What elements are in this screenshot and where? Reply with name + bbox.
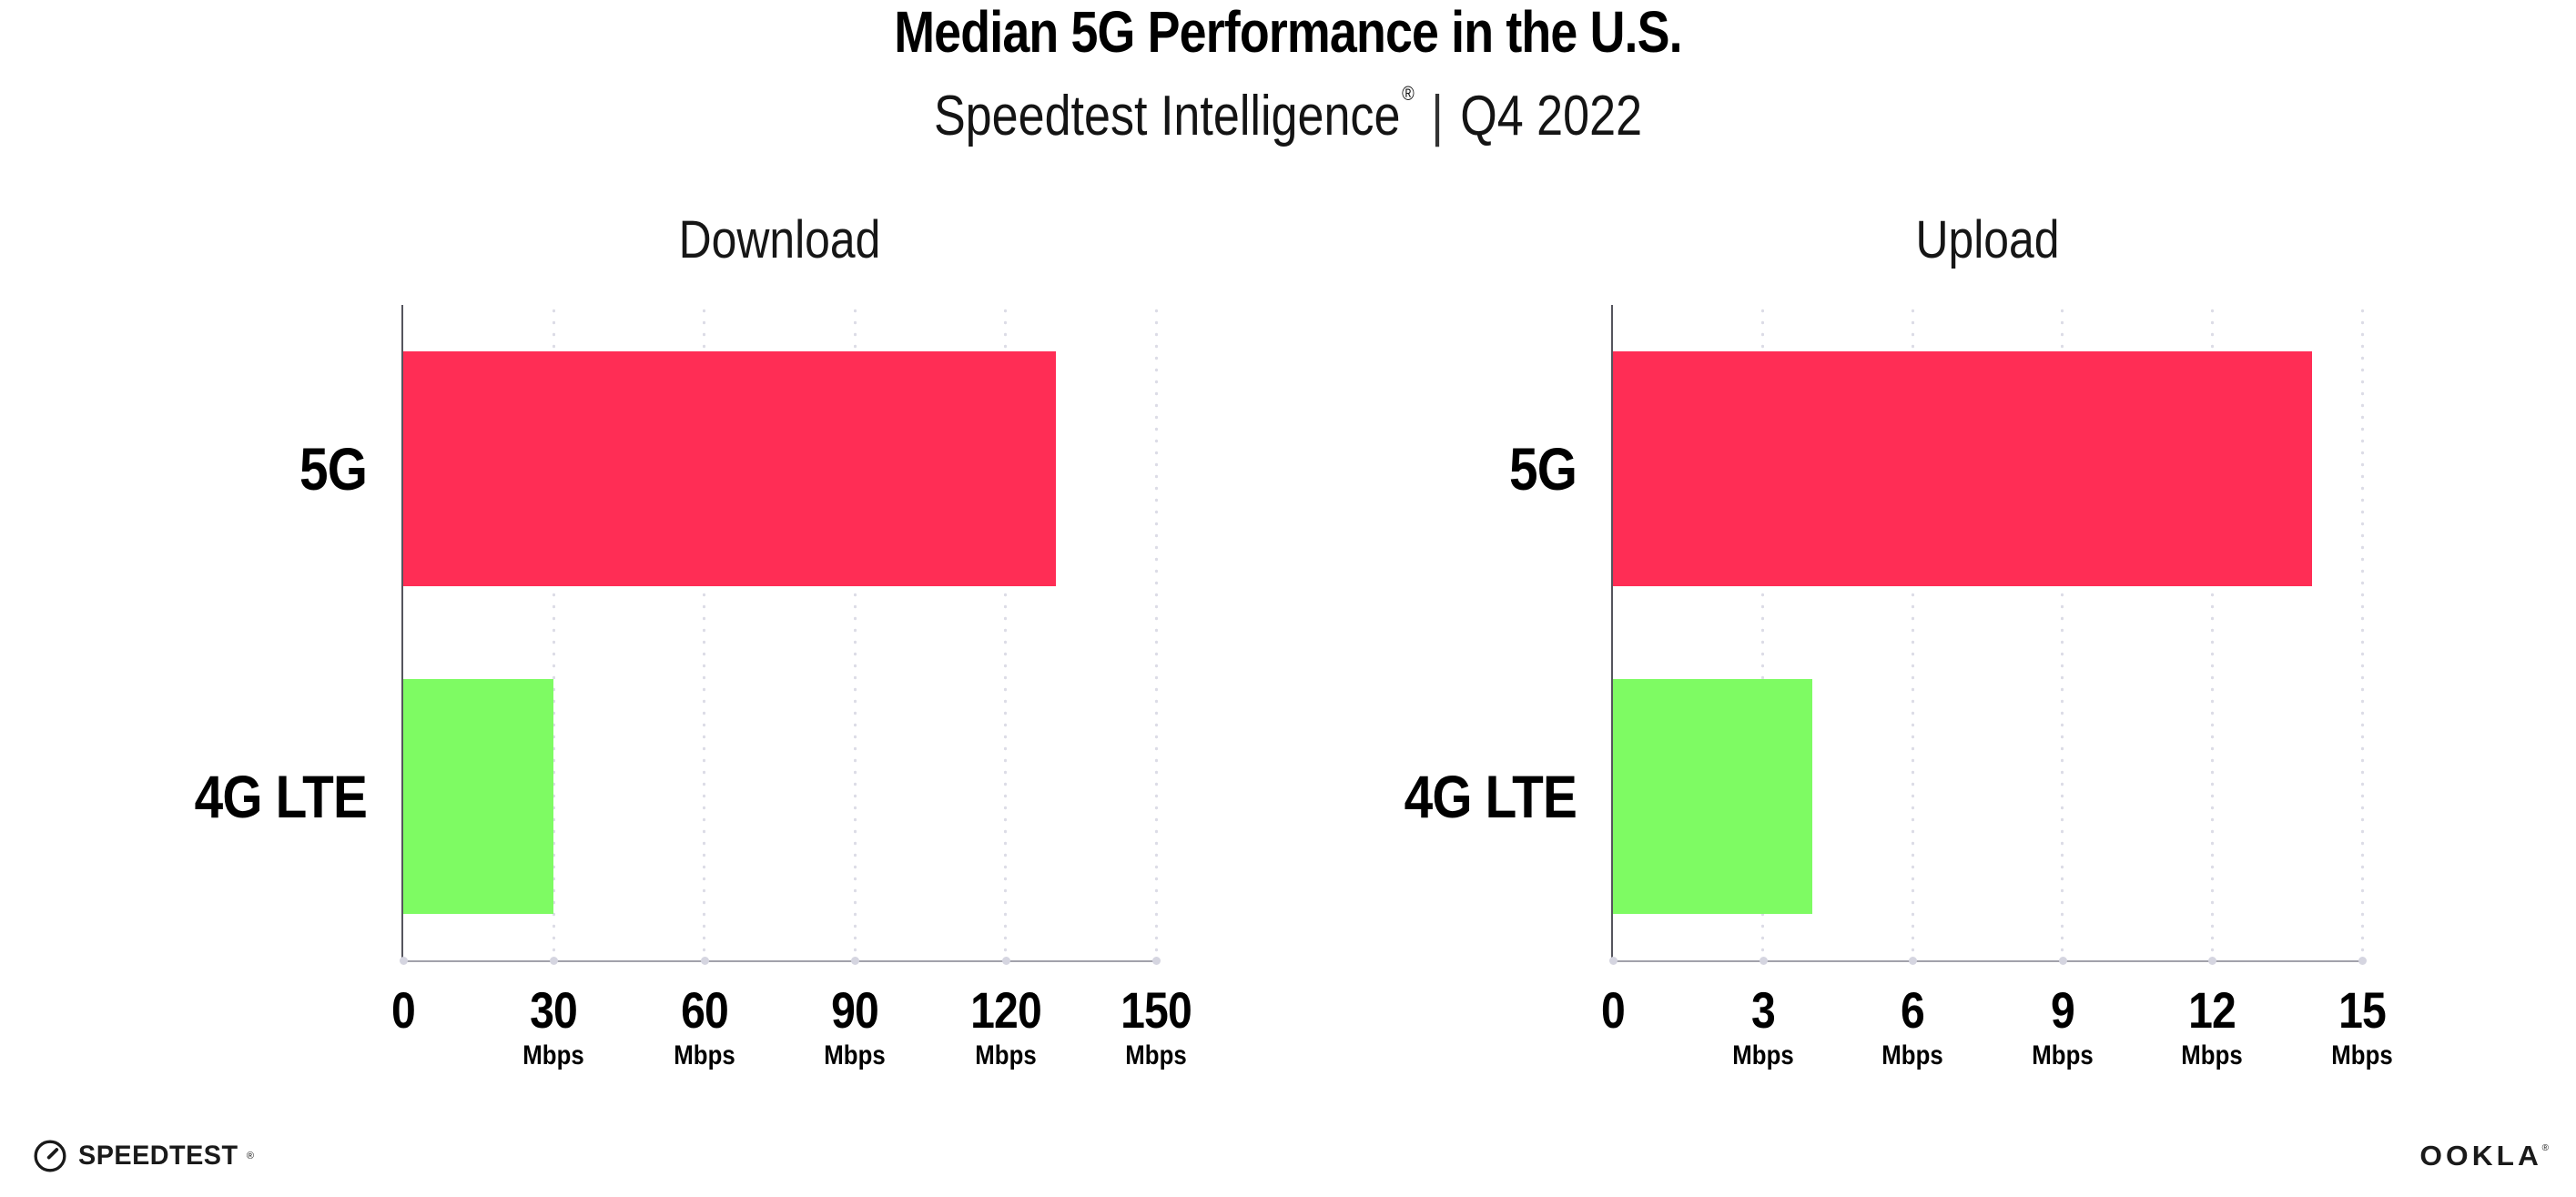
- axis-tick-dot-6: [1909, 957, 1918, 965]
- x-tick-120: 120 Mbps: [919, 984, 1091, 1071]
- x-tick-unit: Mbps: [2181, 1040, 2244, 1070]
- x-tick-9: 9 Mbps: [1976, 984, 2148, 1071]
- gridline-150: [1154, 305, 1158, 960]
- axis-tick-dot-15: [2358, 957, 2367, 965]
- download-x-axis-line: [401, 960, 1156, 962]
- axis-tick-dot-60: [700, 957, 709, 965]
- gridline-120: [1004, 305, 1008, 960]
- x-tick-90: 90 Mbps: [769, 984, 941, 1071]
- x-tick-value: 0: [391, 981, 416, 1039]
- axis-tick-dot-0: [400, 957, 408, 965]
- axis-tick-dot-0: [1609, 957, 1618, 965]
- x-tick-0: 0: [1526, 984, 1699, 1037]
- x-tick-60: 60 Mbps: [618, 984, 790, 1071]
- download-chart: Download 5G 4G LTE 0 30 Mbps 60 Mbps 90 Mbps 120…: [195, 210, 1192, 1070]
- x-tick-15: 15 Mbps: [2276, 984, 2448, 1071]
- upload-x-axis-ticks: 0 3 Mbps 6 Mbps 9 Mbps 12 Mbps 15 Mbps: [1601, 984, 2393, 1102]
- gridline-9: [2061, 305, 2064, 960]
- x-tick-unit: Mbps: [2032, 1040, 2094, 1070]
- gridline-15: [2360, 305, 2364, 960]
- x-tick-value: 120: [969, 981, 1042, 1039]
- x-tick-unit: Mbps: [824, 1040, 886, 1070]
- download-category-labels: 5G 4G LTE: [76, 305, 368, 960]
- download-chart-title: Download: [678, 210, 881, 269]
- axis-tick-dot-3: [1759, 957, 1768, 965]
- bar-5g: [403, 351, 1056, 586]
- upload-y-axis-line: [1611, 305, 1613, 962]
- x-tick-3: 3 Mbps: [1677, 984, 1849, 1071]
- x-tick-unit: Mbps: [674, 1040, 735, 1070]
- category-label-4g-lte: 4G LTE: [194, 763, 368, 830]
- subtitle-brand: Speedtest Intelligence: [933, 85, 1401, 147]
- upload-plot-area: [1609, 305, 2367, 965]
- ookla-logo-text: OOKLA: [2419, 1140, 2542, 1172]
- upload-x-axis-line: [1611, 960, 2362, 962]
- speedtest-logo: SPEEDTEST ®: [33, 1138, 254, 1174]
- upload-chart-title: Upload: [1915, 210, 2060, 269]
- gridline-30: [552, 305, 555, 960]
- axis-tick-dot-150: [1152, 957, 1161, 965]
- subtitle-separator: |: [1431, 85, 1444, 147]
- axis-tick-dot-90: [851, 957, 860, 965]
- x-tick-unit: Mbps: [522, 1040, 585, 1070]
- x-tick-12: 12 Mbps: [2126, 984, 2298, 1071]
- gridline-90: [853, 305, 857, 960]
- category-label-4g-lte: 4G LTE: [1404, 763, 1577, 830]
- download-x-axis-ticks: 0 30 Mbps 60 Mbps 90 Mbps 120 Mbps 150 Mbps: [391, 984, 1192, 1102]
- x-tick-150: 150 Mbps: [1070, 984, 1242, 1071]
- x-tick-value: 3: [1750, 981, 1776, 1039]
- x-tick-value: 90: [831, 981, 879, 1039]
- category-label-5g: 5G: [299, 435, 368, 502]
- axis-tick-dot-12: [2208, 957, 2217, 965]
- x-tick-value: 15: [2338, 981, 2387, 1039]
- x-tick-value: 12: [2188, 981, 2236, 1039]
- x-tick-unit: Mbps: [1125, 1040, 1187, 1070]
- subtitle-period: Q4 2022: [1460, 85, 1643, 147]
- speedtest-logo-text: SPEEDTEST: [78, 1141, 238, 1171]
- gridline-60: [703, 305, 706, 960]
- registered-mark-icon: ®: [1402, 82, 1415, 105]
- x-tick-30: 30 Mbps: [468, 984, 640, 1071]
- x-tick-value: 60: [680, 981, 729, 1039]
- axis-tick-dot-120: [1001, 957, 1010, 965]
- ookla-logo: OOKLA®: [2419, 1140, 2549, 1172]
- gridline-3: [1761, 305, 1765, 960]
- x-tick-value: 6: [1901, 981, 1925, 1039]
- bar-5g: [1613, 351, 2313, 586]
- upload-chart: Upload 5G 4G LTE 0 3 Mbps 6 Mbps 9 Mbps 12 Mbps 15…: [1405, 210, 2393, 1070]
- x-tick-value: 0: [1601, 981, 1626, 1039]
- x-tick-0: 0: [317, 984, 489, 1037]
- x-tick-value: 30: [530, 981, 578, 1039]
- upload-category-labels: 5G 4G LTE: [1285, 305, 1577, 960]
- x-tick-unit: Mbps: [1731, 1040, 1794, 1070]
- page-subtitle: Speedtest Intelligence® | Q4 2022: [206, 62, 2369, 148]
- bar-4g-lte: [1613, 679, 1813, 914]
- page-title: Median 5G Performance in the U.S.: [894, 0, 1682, 65]
- speedtest-registered-mark-icon: ®: [246, 1151, 254, 1161]
- category-label-5g: 5G: [1508, 435, 1577, 502]
- speedometer-gauge-icon: [34, 1140, 66, 1172]
- x-tick-unit: Mbps: [974, 1040, 1037, 1070]
- download-y-axis-line: [401, 305, 403, 962]
- gridline-6: [1911, 305, 1914, 960]
- axis-tick-dot-9: [2058, 957, 2067, 965]
- gridline-12: [2210, 305, 2214, 960]
- x-tick-value: 9: [2050, 981, 2075, 1039]
- ookla-registered-mark-icon: ®: [2541, 1143, 2549, 1153]
- axis-tick-dot-30: [550, 957, 559, 965]
- x-tick-value: 150: [1121, 981, 1192, 1039]
- x-tick-unit: Mbps: [2331, 1040, 2393, 1070]
- bar-4g-lte: [403, 679, 554, 914]
- download-plot-area: [400, 305, 1161, 965]
- x-tick-6: 6 Mbps: [1827, 984, 1999, 1071]
- x-tick-unit: Mbps: [1881, 1040, 1943, 1070]
